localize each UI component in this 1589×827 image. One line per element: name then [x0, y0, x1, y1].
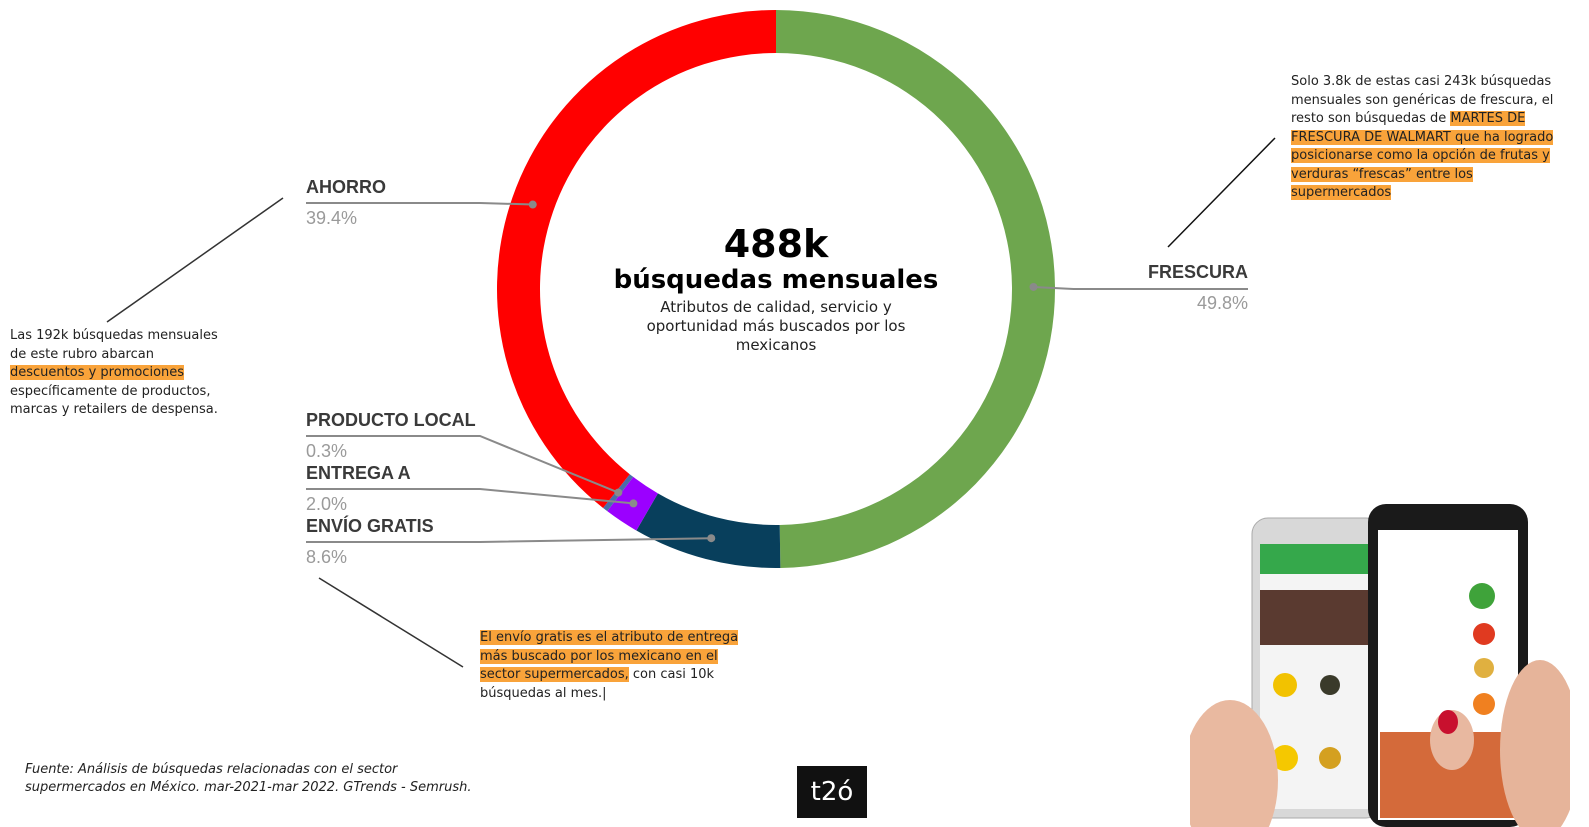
ahorro-note-pointer [106, 197, 284, 323]
total-subtitle: búsquedas mensuales [613, 265, 939, 295]
back-phone-banner [1260, 590, 1375, 645]
leader-line-2 [306, 488, 634, 505]
slice-label-1: ENVÍO GRATIS [306, 515, 434, 536]
leader-dot-0 [1029, 282, 1038, 291]
envio-note: El envío gratis es el atributo de entreg… [480, 630, 739, 701]
left-hand [1190, 700, 1278, 827]
right-hand [1500, 660, 1570, 827]
lemon-icon [1272, 745, 1298, 771]
brand-logo: t2ó [797, 766, 867, 818]
leader-line-4 [306, 202, 533, 206]
slice-label-3: PRODUCTO LOCAL [306, 410, 476, 430]
leader-line-1 [306, 537, 712, 543]
total-searches: 488k [723, 222, 829, 266]
leader-dot-4 [528, 200, 537, 209]
potato-icon [1474, 658, 1494, 678]
leader-line-3 [306, 435, 619, 494]
lettuce-icon [1469, 583, 1495, 609]
banana-icon [1273, 673, 1297, 697]
pear-icon [1319, 747, 1341, 769]
donut-slice-4 [497, 10, 776, 508]
donut-slice-1 [636, 493, 781, 568]
ahorro-note: Las 192k búsquedas mensuales de este rub… [10, 328, 218, 417]
slice-label-2: ENTREGA A [306, 463, 411, 483]
slice-value-3: 0.3% [306, 441, 347, 461]
phones-image [1190, 504, 1570, 827]
peach-icon [1473, 693, 1495, 715]
frescura-note: Solo 3.8k de estas casi 243k búsquedas m… [1291, 74, 1554, 200]
slice-value-0: 49.8% [1197, 293, 1248, 313]
total-description: Atributos de calidad, servicio y oportun… [646, 298, 906, 354]
frescura-note-pointer [1167, 137, 1276, 248]
leader-dot-1 [707, 534, 716, 543]
leader-dot-2 [629, 499, 638, 508]
avocado-icon [1320, 675, 1340, 695]
slice-value-2: 2.0% [306, 494, 347, 514]
envio-note-pointer [318, 577, 464, 668]
slice-value-1: 8.6% [306, 547, 347, 567]
slice-label-0: FRESCURA [1148, 262, 1248, 282]
leader-dot-3 [614, 488, 623, 497]
donut-slice-0 [776, 10, 1055, 568]
tomato-icon [1473, 623, 1495, 645]
slice-label-4: AHORRO [306, 177, 386, 197]
leader-line-0 [1033, 285, 1248, 290]
ahorro-note-highlight: descuentos y promociones [10, 365, 185, 380]
source-note: Fuente: Análisis de búsquedas relacionad… [25, 762, 472, 795]
fingernail [1438, 710, 1458, 734]
back-phone-header [1260, 544, 1375, 574]
slice-value-4: 39.4% [306, 208, 357, 228]
